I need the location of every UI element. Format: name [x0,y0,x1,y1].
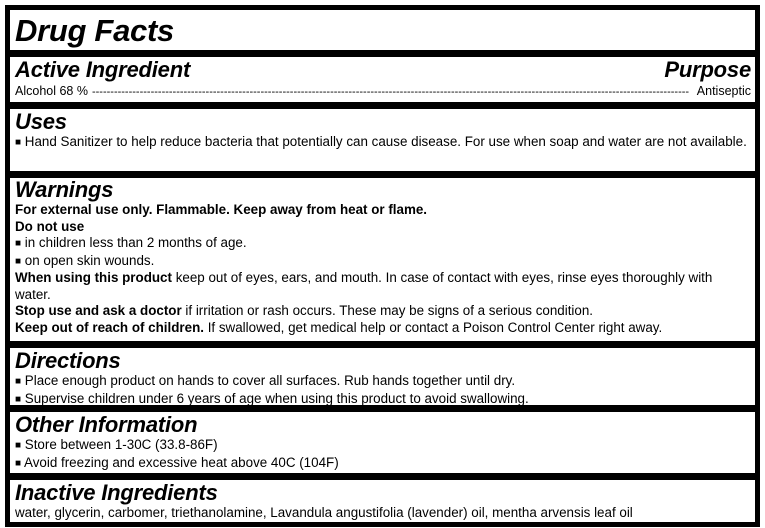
item-text: Place enough product on hands to cover a… [24,373,516,388]
bullet-icon: ■ [15,255,22,267]
item-text: Store between 1-30C (33.8-86F) [24,437,218,452]
keep-out-warning: Keep out of reach of children. If swallo… [15,320,751,337]
lead: Stop use and ask a doctor [15,303,182,318]
bullet-icon: ■ [15,393,22,405]
stop-use-warning: Stop use and ask a doctor if irritation … [15,303,751,320]
uses-heading: Uses [15,109,67,134]
active-ingredient: Alcohol 68 % [15,84,88,98]
directions-section: Directions ■ Place enough product on han… [10,348,755,412]
purpose-heading: Purpose [664,57,751,82]
warnings-heading: Warnings [15,177,114,202]
warnings-section: Warnings For external use only. Flammabl… [10,178,755,348]
text: if irritation or rash occurs. These may … [181,303,594,318]
other-information-heading: Other Information [15,412,198,437]
directions-heading: Directions [15,348,121,373]
list-item: ■ Place enough product on hands to cover… [15,373,751,391]
list-item: ■ Hand Sanitizer to help reduce bacteria… [15,134,751,152]
purpose: Antiseptic [696,84,751,98]
active-ingredient-section: Active Ingredient Purpose Alcohol 68 % -… [10,57,755,109]
inactive-ingredients-section: Inactive Ingredients water, glycerin, ca… [10,480,755,522]
item-text: Hand Sanitizer to help reduce bacteria t… [24,134,747,149]
dotted-leader: ----------------------------------------… [91,86,689,98]
item-text: Supervise children under 6 years of age … [24,390,529,406]
uses-section: Uses ■ Hand Sanitizer to help reduce bac… [10,109,755,178]
bullet-icon: ■ [15,137,22,148]
title-section: Drug Facts [10,10,755,57]
when-using-warning: When using this product keep out of eyes… [15,270,751,303]
lead: When using this product [15,270,172,285]
do-not-use-heading: Do not use [15,218,85,234]
bullet-icon: ■ [15,376,22,387]
bullet-icon: ■ [15,238,22,249]
other-information-section: Other Information ■ Store between 1-30C … [10,412,755,480]
drug-facts-label: Drug Facts Active Ingredient Purpose Alc… [5,5,760,527]
inactive-ingredients-heading: Inactive Ingredients [15,480,218,505]
lead: Keep out of reach of children. [15,319,204,335]
bullet-icon: ■ [15,440,22,451]
item-text: Avoid freezing and excessive heat above … [24,454,339,470]
inactive-ingredients-text: water, glycerin, carbomer, triethanolami… [15,505,633,520]
list-item: ■ in children less than 2 months of age. [15,235,751,253]
text: If swallowed, get medical help or contac… [203,319,663,335]
item-text: in children less than 2 months of age. [24,235,247,250]
page-title: Drug Facts [15,13,174,48]
active-ingredient-heading: Active Ingredient [15,57,191,82]
list-item: ■ Supervise children under 6 years of ag… [15,391,751,409]
bullet-icon: ■ [15,457,22,469]
item-text: on open skin wounds. [24,252,155,268]
external-use-warning: For external use only. Flammable. Keep a… [15,202,428,217]
list-item: ■ on open skin wounds. [15,253,751,271]
list-item: ■ Store between 1-30C (33.8-86F) [15,437,751,455]
text: keep out of eyes, ears, and mouth. In ca… [15,270,713,302]
list-item: ■ Avoid freezing and excessive heat abov… [15,455,751,473]
